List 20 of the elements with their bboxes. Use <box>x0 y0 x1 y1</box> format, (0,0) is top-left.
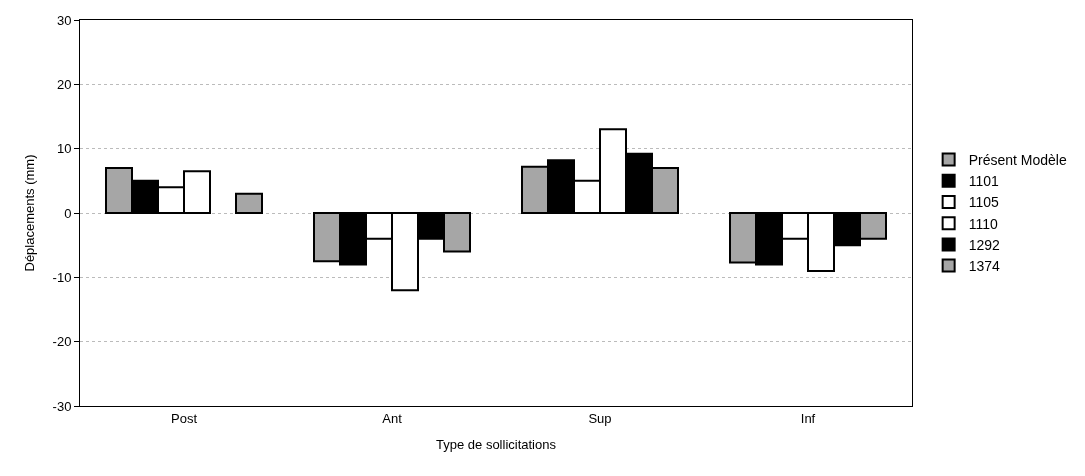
y-tick-label: 0 <box>64 205 72 221</box>
y-axis-title: Déplacements (mm) <box>21 154 37 272</box>
x-tick-label: Inf <box>800 410 816 426</box>
x-tick-label: Sup <box>588 410 612 426</box>
x-tick-label: Ant <box>382 410 403 426</box>
legend-label: 1110 <box>968 215 998 232</box>
y-tick-label: -10 <box>52 269 72 285</box>
legend-label: 1292 <box>968 236 1000 253</box>
y-tick-label: 10 <box>56 141 72 157</box>
legend-label: 1101 <box>968 173 999 190</box>
x-tick-label: Post <box>170 410 198 426</box>
legend-label: 1105 <box>968 194 999 211</box>
bar <box>235 192 263 214</box>
y-tick-label: -20 <box>52 334 72 350</box>
legend-label: Présent Modèle <box>968 152 1067 169</box>
y-tick-label: -30 <box>52 398 72 414</box>
legend-label: 1374 <box>968 258 1000 275</box>
y-tick-label: 30 <box>56 12 72 28</box>
y-tick-label: 20 <box>56 76 72 92</box>
x-axis-title: Type de sollicitations <box>436 437 557 453</box>
